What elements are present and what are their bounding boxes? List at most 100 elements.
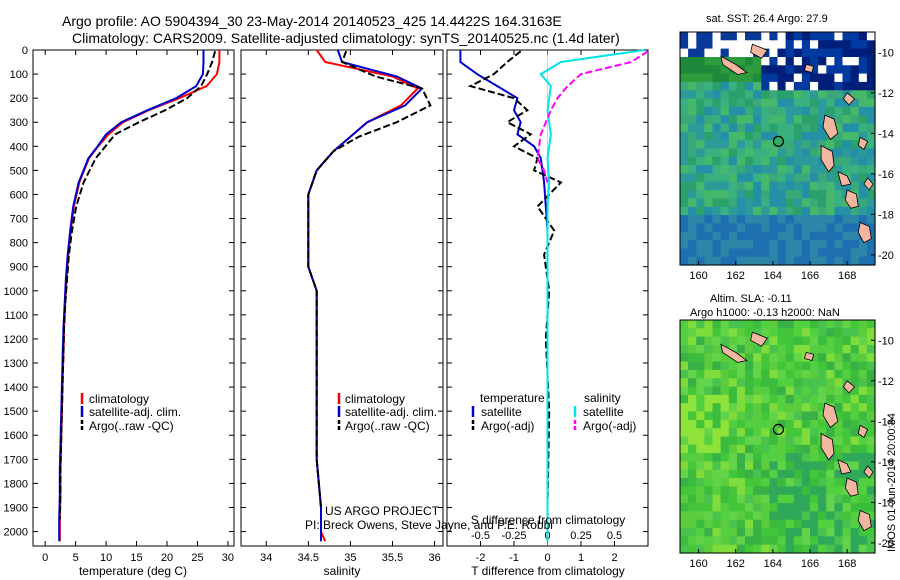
map-cell — [850, 248, 860, 258]
map-cell — [801, 419, 811, 429]
map-cell — [785, 231, 795, 241]
map-cell — [842, 81, 852, 91]
map-cell — [753, 81, 762, 91]
map-cell — [850, 123, 860, 133]
map-cell — [720, 90, 730, 100]
map-cell — [842, 336, 852, 346]
map-y-tick-label: -14 — [878, 128, 894, 140]
map-cell — [704, 240, 714, 249]
map-cell — [753, 223, 762, 233]
map-cell — [866, 223, 876, 233]
map-cell — [858, 453, 868, 462]
map-cell — [688, 345, 697, 354]
map-cell — [826, 140, 835, 150]
map-cell — [826, 544, 835, 554]
map-cell — [761, 57, 770, 66]
map-cell — [696, 98, 705, 108]
salinity-xlabel: salinity — [324, 564, 361, 578]
map-cell — [801, 478, 811, 487]
map-cell — [761, 115, 770, 125]
y-tick-label: 300 — [10, 117, 28, 129]
island — [857, 509, 872, 532]
map-cell — [826, 494, 835, 504]
legend-label: satellite-adj. clim. — [89, 405, 181, 419]
map-cell — [696, 403, 705, 413]
map-cell — [680, 140, 689, 150]
map-cell — [688, 98, 697, 108]
map-cell — [688, 181, 697, 191]
map-cell — [688, 369, 697, 379]
map-cell — [818, 320, 827, 329]
island — [720, 343, 748, 363]
map-cell — [753, 503, 762, 512]
map-cell — [745, 536, 754, 546]
map-cell — [720, 461, 730, 471]
map-cell — [818, 106, 827, 116]
map-cell — [704, 345, 714, 354]
map-cell — [842, 215, 852, 224]
map-cell — [810, 148, 819, 158]
map-cell — [834, 156, 844, 166]
map-x-tick-label: 168 — [838, 270, 856, 282]
map-cell — [793, 65, 803, 75]
map-cell — [680, 478, 689, 487]
map-cell — [858, 173, 868, 183]
map-cell — [720, 503, 730, 512]
map-cell — [834, 503, 844, 512]
map-cell — [688, 494, 697, 504]
map-cell — [818, 181, 827, 191]
map-cell — [688, 403, 697, 413]
map-cell — [720, 223, 730, 233]
map-cell — [834, 248, 844, 258]
map-cell — [858, 65, 868, 75]
map-cell — [728, 403, 738, 413]
island — [822, 402, 839, 429]
map-cell — [850, 394, 860, 404]
map-cell — [712, 394, 722, 404]
map-cell — [810, 181, 819, 191]
map-cell — [842, 115, 852, 125]
map-cell — [769, 90, 779, 100]
map-cell — [826, 353, 835, 363]
map-cell — [785, 256, 795, 266]
map-cell — [818, 32, 827, 41]
map-cell — [745, 469, 754, 479]
map-cell — [866, 461, 876, 471]
map-cell — [696, 40, 705, 50]
map-cell — [761, 198, 770, 208]
map-cell — [850, 115, 860, 125]
map-cell — [728, 48, 738, 58]
map-cell — [777, 544, 787, 554]
map-cell — [696, 106, 705, 116]
map-cell — [704, 123, 714, 133]
map-cell — [688, 336, 697, 346]
map-cell — [704, 369, 714, 379]
map-cell — [793, 403, 803, 413]
map-cell — [866, 544, 876, 554]
map-cell — [818, 198, 827, 208]
map-cell — [696, 486, 705, 496]
island — [822, 114, 839, 141]
legend-label: Argo(..raw -QC) — [345, 419, 430, 433]
map-cell — [801, 223, 811, 233]
map-cell — [769, 478, 779, 487]
map-cell — [793, 328, 803, 338]
map-cell — [793, 453, 803, 462]
map-cell — [728, 73, 738, 83]
map-cell — [728, 478, 738, 487]
map-cell — [785, 215, 795, 224]
temperature-chart: 0100200300400500600700800900100011001200… — [4, 45, 235, 564]
map-cell — [761, 40, 770, 50]
map-cell — [834, 436, 844, 446]
map-cell — [810, 48, 819, 58]
map-x-tick-label: 164 — [764, 558, 782, 570]
map-cell — [696, 57, 705, 66]
map-cell — [826, 378, 835, 388]
map-cell — [728, 198, 738, 208]
map-cell — [850, 378, 860, 388]
map-cell — [826, 98, 835, 108]
map-cell — [688, 428, 697, 438]
map-cell — [688, 131, 697, 141]
island — [857, 221, 872, 244]
map-cell — [818, 511, 827, 521]
